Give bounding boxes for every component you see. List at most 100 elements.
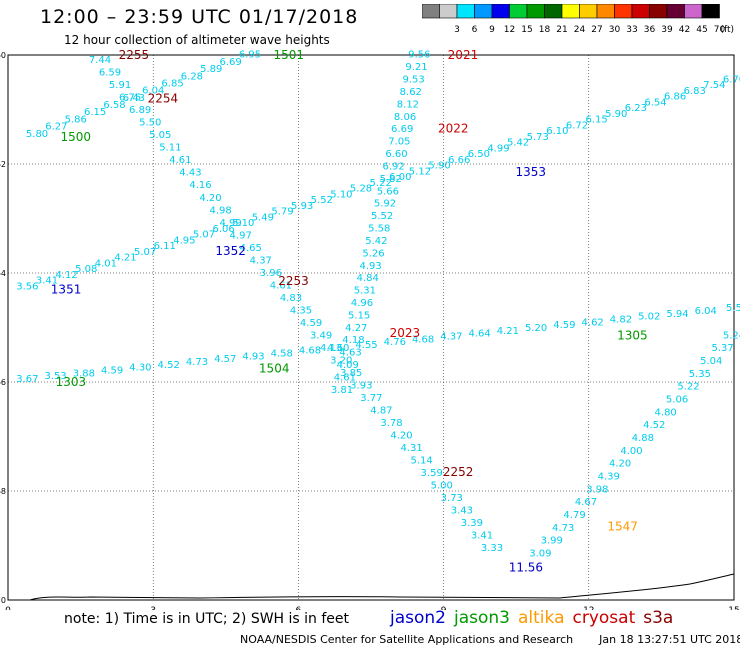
swh-value: 4.98 xyxy=(209,205,231,216)
swh-value: 6.59 xyxy=(99,68,121,79)
colorbar-label: 30 xyxy=(609,25,621,35)
swh-value: 5.10 xyxy=(330,189,352,200)
swh-value: 5.37 xyxy=(711,343,733,354)
colorbar: 3 6 9 12 15 18 21 24 27 30 33 36 39 42 45 70(ft) xyxy=(422,4,735,35)
swh-value: 5.24 xyxy=(723,330,740,341)
swh-value: 5.15 xyxy=(348,310,370,321)
swh-value: 6.43 xyxy=(123,93,145,104)
swh-value: 4.99 xyxy=(487,143,509,154)
pass-time-label: 1352 xyxy=(215,244,246,258)
swh-value: 4.20 xyxy=(609,459,631,470)
swh-value: 6.15 xyxy=(585,115,607,126)
pass-time-label: 1353 xyxy=(515,165,546,179)
swh-value: 5.92 xyxy=(374,199,396,210)
colorbar-label: 24 xyxy=(574,25,586,35)
swh-value: 3.78 xyxy=(380,418,402,429)
swh-value: 4.67 xyxy=(575,497,597,508)
swh-value: 4.16 xyxy=(189,180,211,191)
swh-value: 3.41 xyxy=(36,276,58,287)
swh-value: 4.96 xyxy=(351,298,373,309)
swh-value: 4.61 xyxy=(270,280,292,291)
swh-value: 4.83 xyxy=(280,293,302,304)
swh-value: 4.21 xyxy=(114,253,136,264)
plot-area: 0 3 6 9 12 15 -60 -62 -64 -66 -68 -70 7.44 6.595.91 6.… xyxy=(0,48,740,610)
colorbar-label: 3 xyxy=(454,25,460,35)
swh-value: 4.82 xyxy=(610,314,632,325)
swh-value: 6.54 xyxy=(644,97,666,108)
pass-time-label: 11.56 xyxy=(509,560,543,574)
swh-value: 6.83 xyxy=(684,86,706,97)
swh-value: 5.91 xyxy=(109,80,131,91)
swh-value: 5.50 xyxy=(139,118,161,129)
swh-value: 6.10 xyxy=(546,126,568,137)
swh-value: 4.59 xyxy=(553,320,575,331)
swh-value: 4.87 xyxy=(370,405,392,416)
y-tick-label: -70 xyxy=(0,596,6,605)
colorbar-unit: (ft) xyxy=(721,25,735,35)
colorbar-label: 18 xyxy=(539,25,551,35)
pass-time-label: 2023 xyxy=(390,326,421,340)
swh-value: 5.20 xyxy=(525,323,547,334)
swh-value: 4.60 xyxy=(327,343,349,354)
swh-value: 5.80 xyxy=(26,129,48,140)
pass-time-label: 2022 xyxy=(438,122,469,136)
swh-value: 3.20 xyxy=(330,355,352,366)
swh-value: 5.07 xyxy=(193,230,215,241)
swh-value: 3.96 xyxy=(260,268,282,279)
colorbar-label: 9 xyxy=(489,25,495,35)
swh-value: 7.54 xyxy=(703,80,725,91)
swh-value: 4.93 xyxy=(242,351,264,362)
swh-value: 5.05 xyxy=(149,130,171,141)
swh-value: 8.62 xyxy=(400,87,422,98)
pass-time-label: 1504 xyxy=(259,361,290,375)
colorbar-label: 6 xyxy=(472,25,478,35)
swh-value: 5.04 xyxy=(700,356,722,367)
swh-value: 7.44 xyxy=(89,55,111,66)
swh-value: 6.69 xyxy=(220,57,242,68)
swh-value: 6.04 xyxy=(695,306,717,317)
swh-value: 3.56 xyxy=(16,281,38,292)
swh-value: 4.39 xyxy=(598,471,620,482)
legend-entry-altika: altika xyxy=(518,608,565,628)
swh-value: 6.95 xyxy=(239,50,261,61)
footer-credit: NOAA/NESDIS Center for Satellite Applica… xyxy=(240,633,740,646)
swh-value: 5.52 xyxy=(311,195,333,206)
colorbar-label: 36 xyxy=(644,25,656,35)
colorbar-label: 45 xyxy=(696,25,707,35)
pass-time-label: 1351 xyxy=(51,282,82,296)
swh-value: 4.27 xyxy=(345,323,367,334)
legend-entry-jason2: jason2 xyxy=(390,608,446,628)
swh-value: 5.42 xyxy=(507,138,529,149)
pass-time-label: 2021 xyxy=(448,48,479,62)
swh-value: 5.93 xyxy=(291,201,313,212)
swh-value: 4.57 xyxy=(214,354,236,365)
swh-value: 6.69 xyxy=(391,124,413,135)
pass-time-label: 1501 xyxy=(273,48,304,62)
swh-value: 8.06 xyxy=(394,112,416,123)
x-tick-label: 3 xyxy=(150,606,156,610)
swh-value: 4.09 xyxy=(337,360,359,371)
x-tick-label: 0 xyxy=(5,606,11,610)
swh-value: 5.90 xyxy=(428,161,450,172)
swh-value: 4.79 xyxy=(563,510,585,521)
swh-value: 9.56 xyxy=(408,50,430,61)
swh-value: 3.53 xyxy=(44,371,66,382)
pass-time-label: 2253 xyxy=(278,274,309,288)
swh-value: 5.86 xyxy=(65,114,87,125)
swh-value: 4.58 xyxy=(271,348,293,359)
swh-value: 9.53 xyxy=(403,75,425,86)
swh-value: 3.43 xyxy=(451,505,473,516)
swh-value: 6.58 xyxy=(103,100,125,111)
coastline xyxy=(29,573,735,601)
colorbar-label: 15 xyxy=(521,25,532,35)
swh-value: 6.92 xyxy=(382,161,404,172)
swh-value: 3.49 xyxy=(310,330,332,341)
y-tick-label: -66 xyxy=(0,378,6,387)
swh-value: 4.55 xyxy=(355,340,377,351)
swh-value: 6.11 xyxy=(154,241,176,252)
swh-value: 5.28 xyxy=(350,184,372,195)
swh-value: 3.73 xyxy=(441,493,463,504)
swh-value: 3.09 xyxy=(529,548,551,559)
swh-value: 6.66 xyxy=(448,155,470,166)
colorbar-label: 12 xyxy=(504,25,515,35)
